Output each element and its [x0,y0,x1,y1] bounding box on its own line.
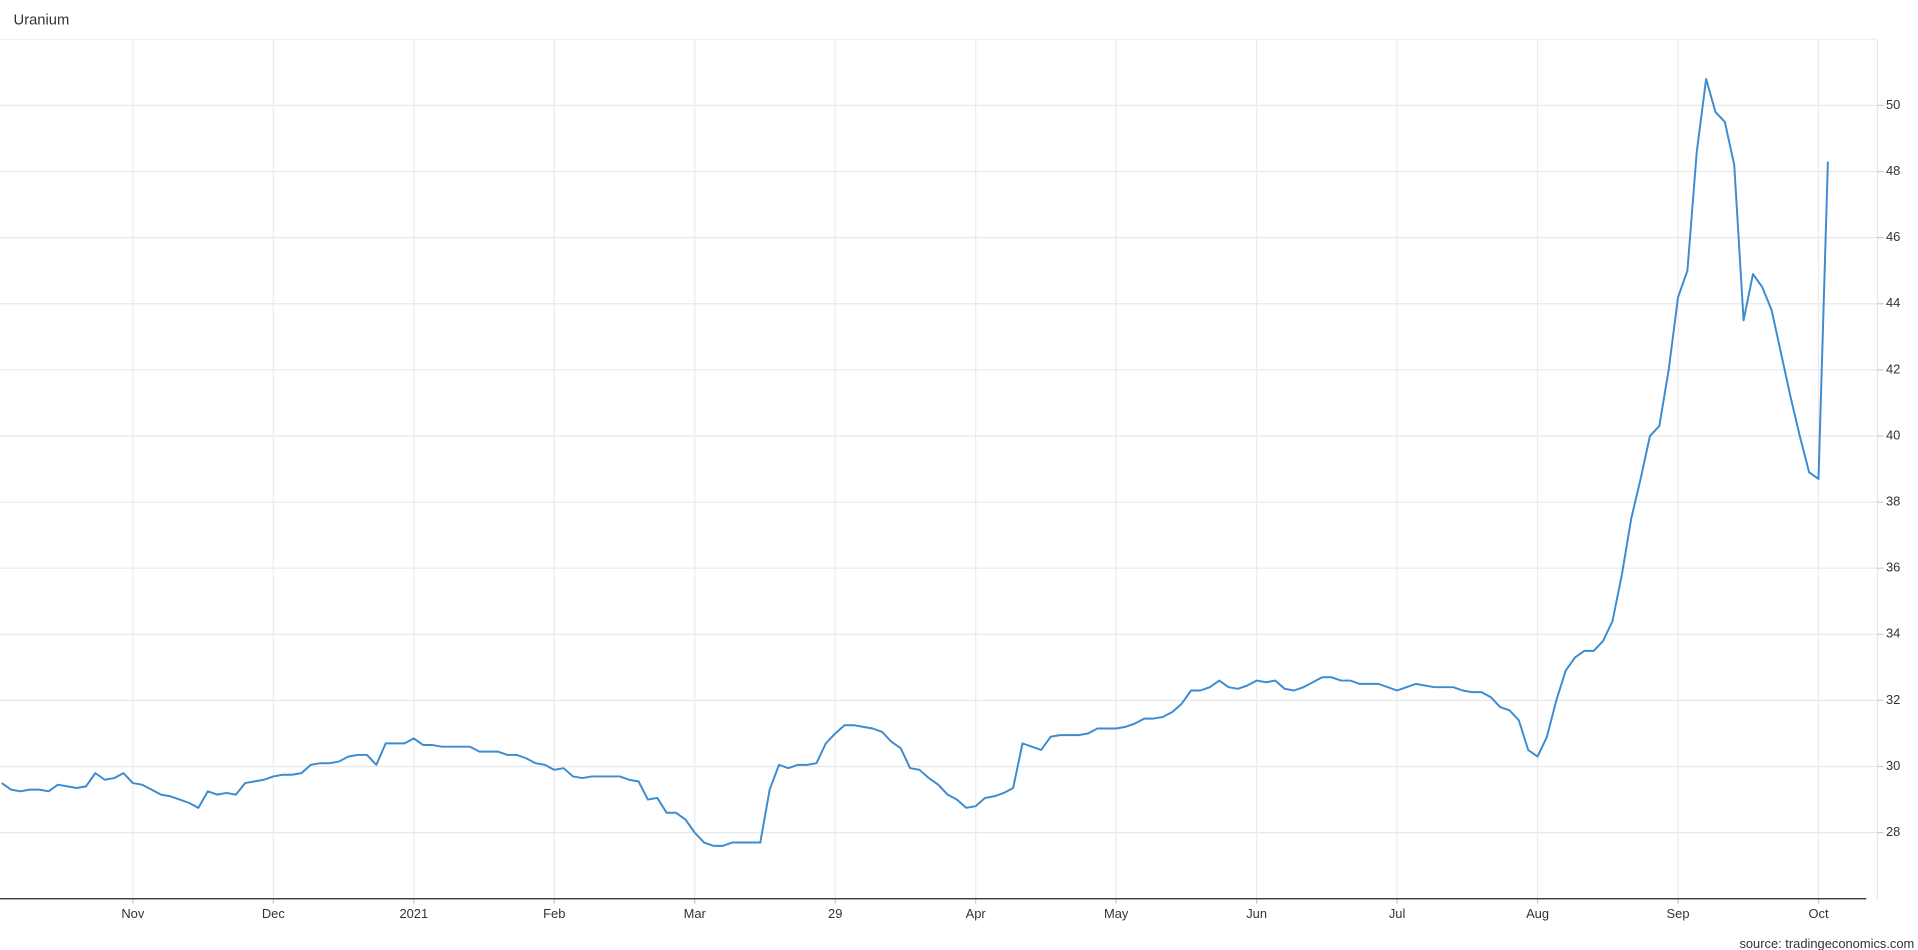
x-tick-label: May [1104,906,1129,921]
x-tick-label: Aug [1526,906,1549,921]
y-tick-label: 32 [1886,692,1900,707]
x-tick-label: Jul [1389,906,1405,921]
x-tick-label: Mar [684,906,707,921]
y-tick-label: 44 [1886,295,1900,310]
y-tick-label: 42 [1886,361,1900,376]
x-tick-label: Sep [1667,906,1690,921]
x-tick-label: Oct [1808,906,1828,921]
y-tick-label: 34 [1886,626,1900,641]
y-tick-label: 38 [1886,493,1900,508]
x-tick-label: Apr [966,906,987,921]
y-tick-label: 28 [1886,824,1900,839]
y-tick-label: 48 [1886,163,1900,178]
price-line [1,78,1829,847]
y-tick-label: 36 [1886,560,1900,575]
x-tick-label: Nov [121,906,144,921]
y-tick-label: 40 [1886,427,1900,442]
chart-title: Uranium [14,13,70,29]
x-tick-label: Dec [262,906,285,921]
source-note: source: tradingeconomics.com [1739,936,1914,950]
y-tick-label: 30 [1886,758,1900,773]
x-tick-label: 29 [828,906,842,921]
y-tick-label: 46 [1886,229,1900,244]
x-tick-label: Jun [1246,906,1267,921]
y-tick-label: 50 [1886,97,1900,112]
x-tick-label: 2021 [399,906,428,921]
x-tick-label: Feb [543,906,565,921]
